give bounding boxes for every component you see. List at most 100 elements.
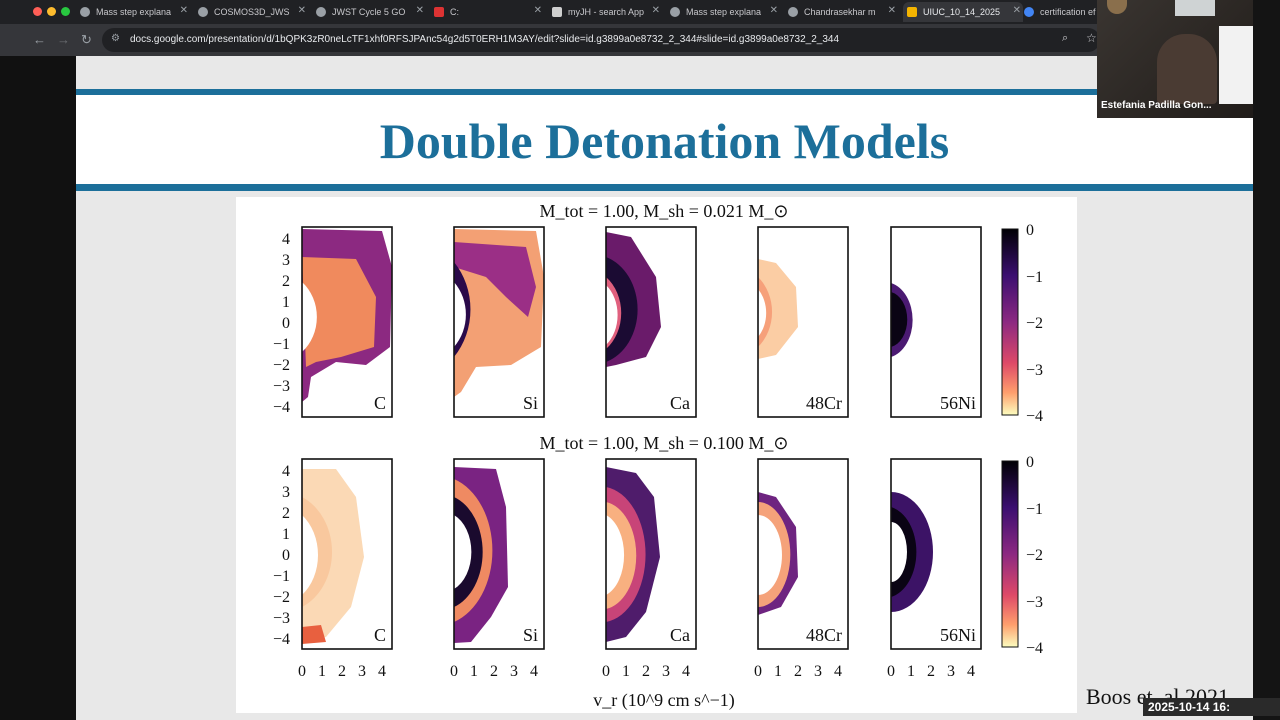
tab-close-icon[interactable]: ✕ [297,5,306,16]
colorbar-tick-label: −2 [1026,315,1043,332]
site-settings-icon[interactable]: ⚙ [111,33,120,44]
colorbar-tick-label: −2 [1026,547,1043,564]
colorbar-tick-label: −3 [1026,362,1043,379]
browser-tab[interactable]: COSMOS3D_JWS ✕ [198,2,308,22]
panel-label: 56Ni [940,625,976,645]
zoom-window-button[interactable] [61,7,70,16]
y-axis-row2: 4 3 2 1 0 −1 −2 −3 −4 [273,463,290,648]
y-tick-label: 0 [282,547,290,564]
participant-figure [1157,34,1217,104]
recording-timestamp: 2025-10-14 16: [1143,698,1280,716]
tab-close-icon[interactable]: ✕ [415,5,424,16]
colorbar-tick-label: −4 [1026,640,1043,657]
tab-close-icon[interactable]: ✕ [1012,5,1021,16]
x-tick-label: 4 [967,663,975,680]
colorbar-tick-label: −4 [1026,408,1043,425]
y-tick-label: 1 [282,526,290,543]
y-tick-label: 2 [282,273,290,290]
panel-si-row2: Si [453,458,545,650]
back-arrow-icon[interactable]: ← [33,32,46,47]
reload-icon[interactable]: ↻ [81,32,92,47]
tab-label: UIUC_10_14_2025 [923,7,1001,17]
minimize-window-button[interactable] [47,7,56,16]
browser-tab[interactable]: certification ef [1024,2,1096,22]
x-axis-panel-3: 0 1 2 3 4 [602,663,690,680]
colorbar-tick-label: 0 [1026,222,1034,239]
left-gutter [0,56,76,720]
x-tick-label: 3 [947,663,955,680]
panel-label: 56Ni [940,393,976,413]
x-tick-label: 1 [318,663,326,680]
tab-close-icon[interactable]: ✕ [651,5,660,16]
colorbar-tick-label: −1 [1026,501,1043,518]
x-axis-label: v_r (10^9 cm s^−1) [593,690,735,711]
participant-video-tile[interactable]: Estefania Padilla Gon... [1097,0,1253,118]
y-tick-label: −1 [273,336,290,353]
panel-label: Si [523,393,538,413]
panel-label: 48Cr [806,393,842,413]
y-tick-label: 0 [282,315,290,332]
slide-title: Double Detonation Models [379,113,950,169]
close-window-button[interactable] [33,7,42,16]
tab-label: Chandrasekhar m [804,7,876,17]
bookmark-star-icon[interactable]: ☆ [1086,31,1097,45]
panel-ca-row2: Ca [605,458,697,650]
tab-close-icon[interactable]: ✕ [769,5,778,16]
panel-c-row2: C [301,458,393,650]
panel-48cr-row1: 48Cr [757,226,849,418]
x-tick-label: 0 [298,663,306,680]
github-icon [198,7,208,17]
iop-icon [434,7,444,17]
panel-56ni-row2: 56Ni [890,458,982,650]
x-tick-label: 0 [450,663,458,680]
x-tick-label: 3 [358,663,366,680]
x-tick-label: 1 [622,663,630,680]
x-tick-label: 0 [887,663,895,680]
x-tick-label: 3 [814,663,822,680]
browser-tab[interactable]: C: ✕ [434,2,544,22]
url-text[interactable]: docs.google.com/presentation/d/1bQPK3zR0… [130,34,840,45]
x-tick-label: 3 [510,663,518,680]
browser-tab[interactable]: Mass step explana ✕ [670,2,780,22]
abundance-figure: M_tot = 1.00, M_sh = 0.021 M_⊙ M_tot = 1… [236,197,1077,713]
tab-label: Mass step explana [686,7,762,17]
tab-close-icon[interactable]: ✕ [179,5,188,16]
panel-si-row1: Si [453,226,545,418]
x-tick-label: 4 [530,663,538,680]
y-axis-row1: 4 3 2 1 0 −1 −2 −3 −4 [273,231,290,416]
x-tick-label: 2 [338,663,346,680]
y-tick-label: −3 [273,610,290,627]
tab-close-icon[interactable]: ✕ [887,5,896,16]
tab-label: certification ef [1040,7,1096,17]
browser-tab[interactable]: Mass step explana ✕ [80,2,190,22]
presentation-slide: Double Detonation Models M_tot = 1.00, M… [76,56,1253,720]
panel-ca-row1: Ca [605,226,697,418]
url-bar[interactable]: ⚙ docs.google.com/presentation/d/1bQPK3z… [102,28,1100,52]
forward-arrow-icon[interactable]: → [57,32,70,47]
colorbar-row1: 0 −1 −2 −3 −4 [1001,222,1043,425]
y-tick-label: 2 [282,505,290,522]
panel-label: C [374,625,386,645]
row2-title: M_tot = 1.00, M_sh = 0.100 M_⊙ [540,433,789,453]
x-tick-label: 4 [378,663,386,680]
x-tick-label: 4 [682,663,690,680]
web-icon [670,7,680,17]
slides-icon [907,7,917,17]
y-tick-label: −3 [273,378,290,395]
tab-label: Mass step explana [96,7,172,17]
x-tick-label: 2 [927,663,935,680]
x-tick-label: 1 [470,663,478,680]
abundance-figure-svg: M_tot = 1.00, M_sh = 0.021 M_⊙ M_tot = 1… [273,201,1043,711]
browser-tab-active[interactable]: UIUC_10_14_2025 ✕ [903,2,1023,22]
zoom-icon[interactable]: ⌕ [1062,32,1069,44]
x-tick-label: 0 [754,663,762,680]
panel-label: C [374,393,386,413]
tab-label: C: [450,7,459,17]
browser-tab[interactable]: Chandrasekhar m ✕ [788,2,898,22]
browser-tab[interactable]: myJH - search App ✕ [552,2,662,22]
x-axis-panel-4: 0 1 2 3 4 [754,663,842,680]
y-tick-label: −1 [273,568,290,585]
browser-tab[interactable]: JWST Cycle 5 GO ✕ [316,2,426,22]
panel-label: Si [523,625,538,645]
tab-close-icon[interactable]: ✕ [533,5,542,16]
